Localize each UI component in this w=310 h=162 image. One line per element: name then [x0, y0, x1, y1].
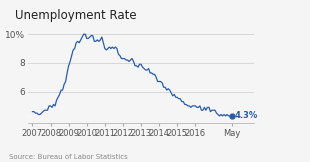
Text: Source: Bureau of Labor Statistics: Source: Bureau of Labor Statistics	[9, 154, 128, 160]
Text: 4.3%: 4.3%	[235, 111, 258, 120]
Text: Unemployment Rate: Unemployment Rate	[16, 9, 137, 22]
